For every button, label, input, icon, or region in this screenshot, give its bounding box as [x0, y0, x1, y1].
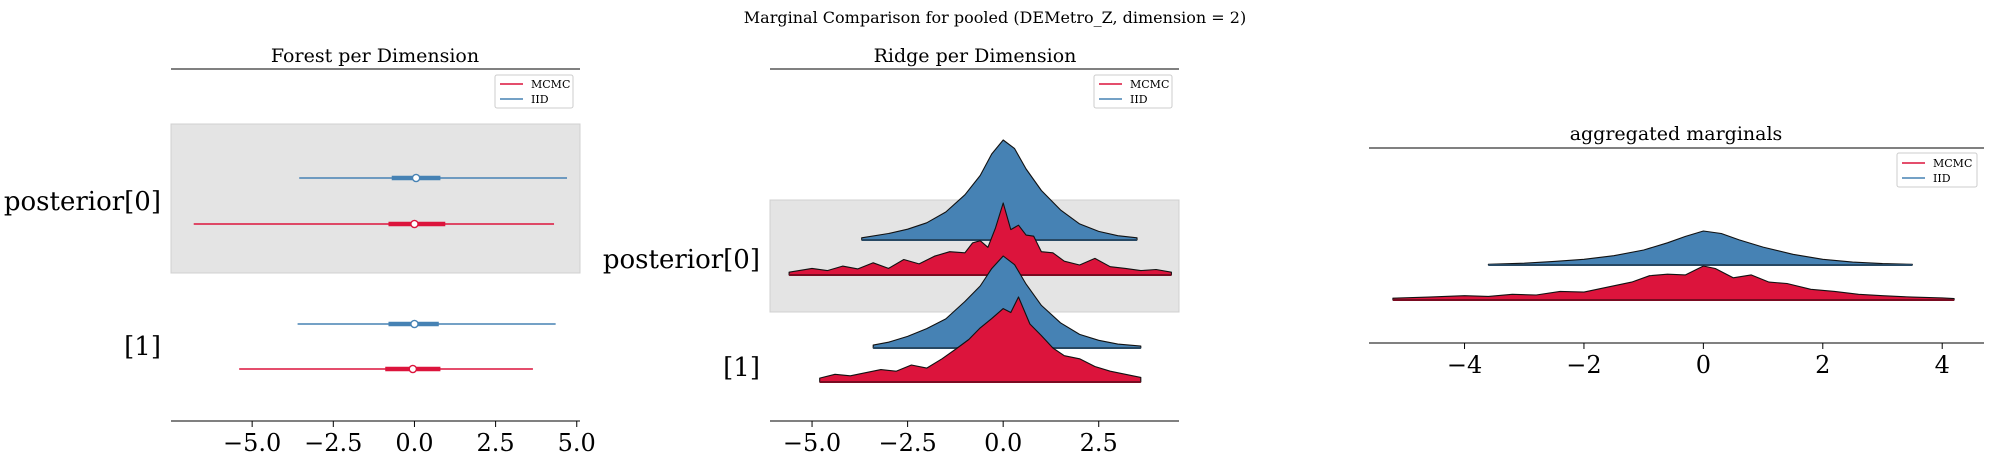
row-label-1: [1] — [124, 332, 161, 362]
forest-panel: Forest per Dimension posterior[0] [1] −5… — [4, 45, 596, 457]
x-tick-label: 2.5 — [477, 429, 515, 457]
posterior-0-band — [170, 123, 581, 274]
x-tick-label: −4 — [1447, 351, 1482, 379]
ridge-panel-title: Ridge per Dimension — [874, 45, 1077, 67]
x-tick-label: −5.0 — [783, 429, 841, 457]
density-iid — [1487, 230, 1913, 266]
density-mcmc — [788, 202, 1172, 276]
median-point-iid — [410, 319, 419, 329]
forest-x-axis: −5.0 −2.5 0.0 2.5 5.0 — [223, 421, 596, 457]
median-point-mcmc — [408, 364, 418, 374]
legend-mcmc-label: MCMC — [1933, 157, 1972, 170]
row-label-posterior-0: posterior[0] — [4, 187, 161, 217]
x-tick-label: −2.5 — [878, 429, 936, 457]
legend-iid-label: IID — [1130, 93, 1148, 106]
aggregated-x-axis: −4 −2 0 2 4 — [1447, 343, 1950, 379]
x-tick-label: 4 — [1935, 351, 1950, 379]
x-tick-label: −2.5 — [304, 429, 362, 457]
density-mcmc — [819, 296, 1142, 383]
ridge-marks — [788, 139, 1172, 383]
x-tick-label: 0.0 — [395, 429, 433, 457]
x-tick-label: −5.0 — [223, 429, 281, 457]
legend-mcmc-label: MCMC — [1130, 78, 1169, 91]
legend-mcmc-label: MCMC — [531, 78, 570, 91]
ridge-x-axis: −5.0 −2.5 0.0 2.5 — [783, 421, 1118, 457]
density-iid — [861, 139, 1138, 241]
ridge-legend: MCMC IID — [1093, 74, 1173, 109]
median-point-iid — [411, 173, 421, 183]
aggregated-panel: aggregated marginals −4 −2 0 2 4 MCMC IID — [1369, 123, 1984, 379]
x-tick-label: 2 — [1815, 351, 1830, 379]
x-tick-label: 0 — [1696, 351, 1711, 379]
row-label-posterior-0: posterior[0] — [603, 245, 760, 275]
x-tick-label: 2.5 — [1080, 429, 1118, 457]
aggregated-marks — [1392, 230, 1955, 301]
forest-panel-title: Forest per Dimension — [271, 45, 479, 67]
row-label-1: [1] — [723, 353, 760, 383]
density-mcmc — [1392, 265, 1955, 301]
legend-iid-label: IID — [1933, 172, 1951, 185]
aggregated-panel-title: aggregated marginals — [1570, 123, 1783, 145]
x-tick-label: −2 — [1566, 351, 1601, 379]
legend-iid-label: IID — [531, 93, 549, 106]
ridge-panel: Ridge per Dimension posterior[0] [1] −5.… — [603, 45, 1180, 457]
aggregated-legend: MCMC IID — [1896, 152, 1978, 188]
figure-suptitle: Marginal Comparison for pooled (DEMetro_… — [744, 8, 1246, 27]
forest-legend: MCMC IID — [494, 74, 574, 109]
density-iid — [872, 255, 1142, 349]
median-point-mcmc — [410, 219, 419, 229]
x-tick-label: 0.0 — [984, 429, 1022, 457]
forest-marks — [193, 173, 568, 374]
x-tick-label: 5.0 — [558, 429, 596, 457]
